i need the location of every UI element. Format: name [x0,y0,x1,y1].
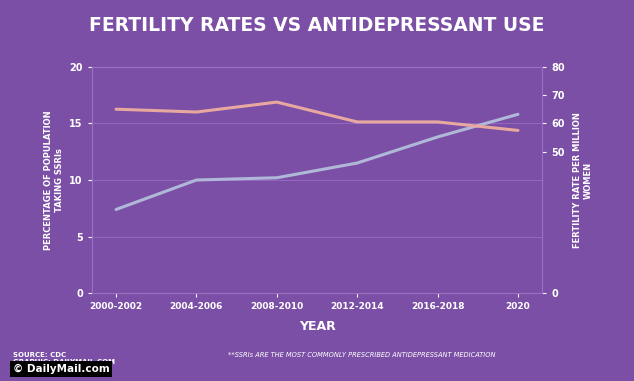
Text: SOURCE: CDC
GRAPHIC: DAILYMAIL.COM: SOURCE: CDC GRAPHIC: DAILYMAIL.COM [13,352,115,365]
X-axis label: YEAR: YEAR [299,320,335,333]
Y-axis label: FERTILITY RATE PER MILLION
WOMEN: FERTILITY RATE PER MILLION WOMEN [573,112,592,248]
Y-axis label: PERCENTAGE OF POPULATION
TAKING SSRIs: PERCENTAGE OF POPULATION TAKING SSRIs [44,110,64,250]
Text: © DailyMail.com: © DailyMail.com [13,364,110,374]
Text: FERTILITY RATES VS ANTIDEPRESSANT USE: FERTILITY RATES VS ANTIDEPRESSANT USE [89,16,545,35]
Text: **SSRIs ARE THE MOST COMMONLY PRESCRIBED ANTIDEPRESSANT MEDICATION: **SSRIs ARE THE MOST COMMONLY PRESCRIBED… [228,352,496,359]
